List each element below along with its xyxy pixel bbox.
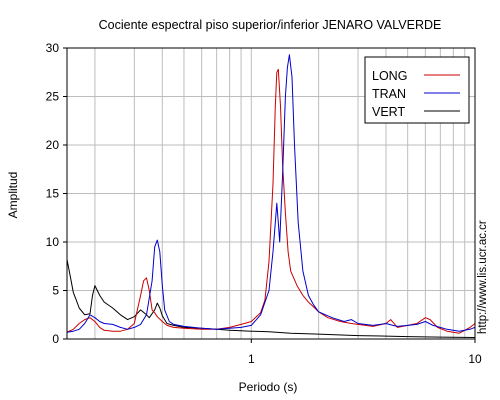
y-tick-label: 0	[52, 332, 59, 346]
y-tick-label: 5	[52, 284, 59, 298]
x-tick-label: 1	[248, 352, 255, 366]
legend-box	[364, 56, 470, 124]
series-line-vert	[67, 259, 475, 338]
y-tick-label: 15	[46, 187, 60, 201]
chart-title: Cociente espectral piso superior/inferio…	[99, 18, 442, 32]
y-tick-label: 20	[46, 138, 60, 152]
series-line-long	[67, 68, 475, 334]
x-axis-label: Periodo (s)	[239, 380, 298, 394]
series-line-tran	[67, 54, 475, 333]
y-tick-label: 25	[46, 90, 60, 104]
legend: LONG TRAN VERT	[364, 56, 470, 124]
x-tick-label: 10	[468, 352, 482, 366]
legend-label-long: LONG	[372, 69, 407, 83]
y-tick-label: 30	[46, 41, 60, 55]
source-url-text: http://www.lis.ucr.ac.cr	[477, 220, 489, 334]
legend-label-vert: VERT	[372, 105, 405, 119]
legend-label-tran: TRAN	[372, 87, 406, 101]
y-axis-label: Amplitud	[6, 172, 20, 219]
axes: 0 5 10 15 20 25 30 1 10	[46, 41, 482, 366]
plot-series	[67, 54, 475, 338]
y-tick-label: 10	[46, 235, 60, 249]
